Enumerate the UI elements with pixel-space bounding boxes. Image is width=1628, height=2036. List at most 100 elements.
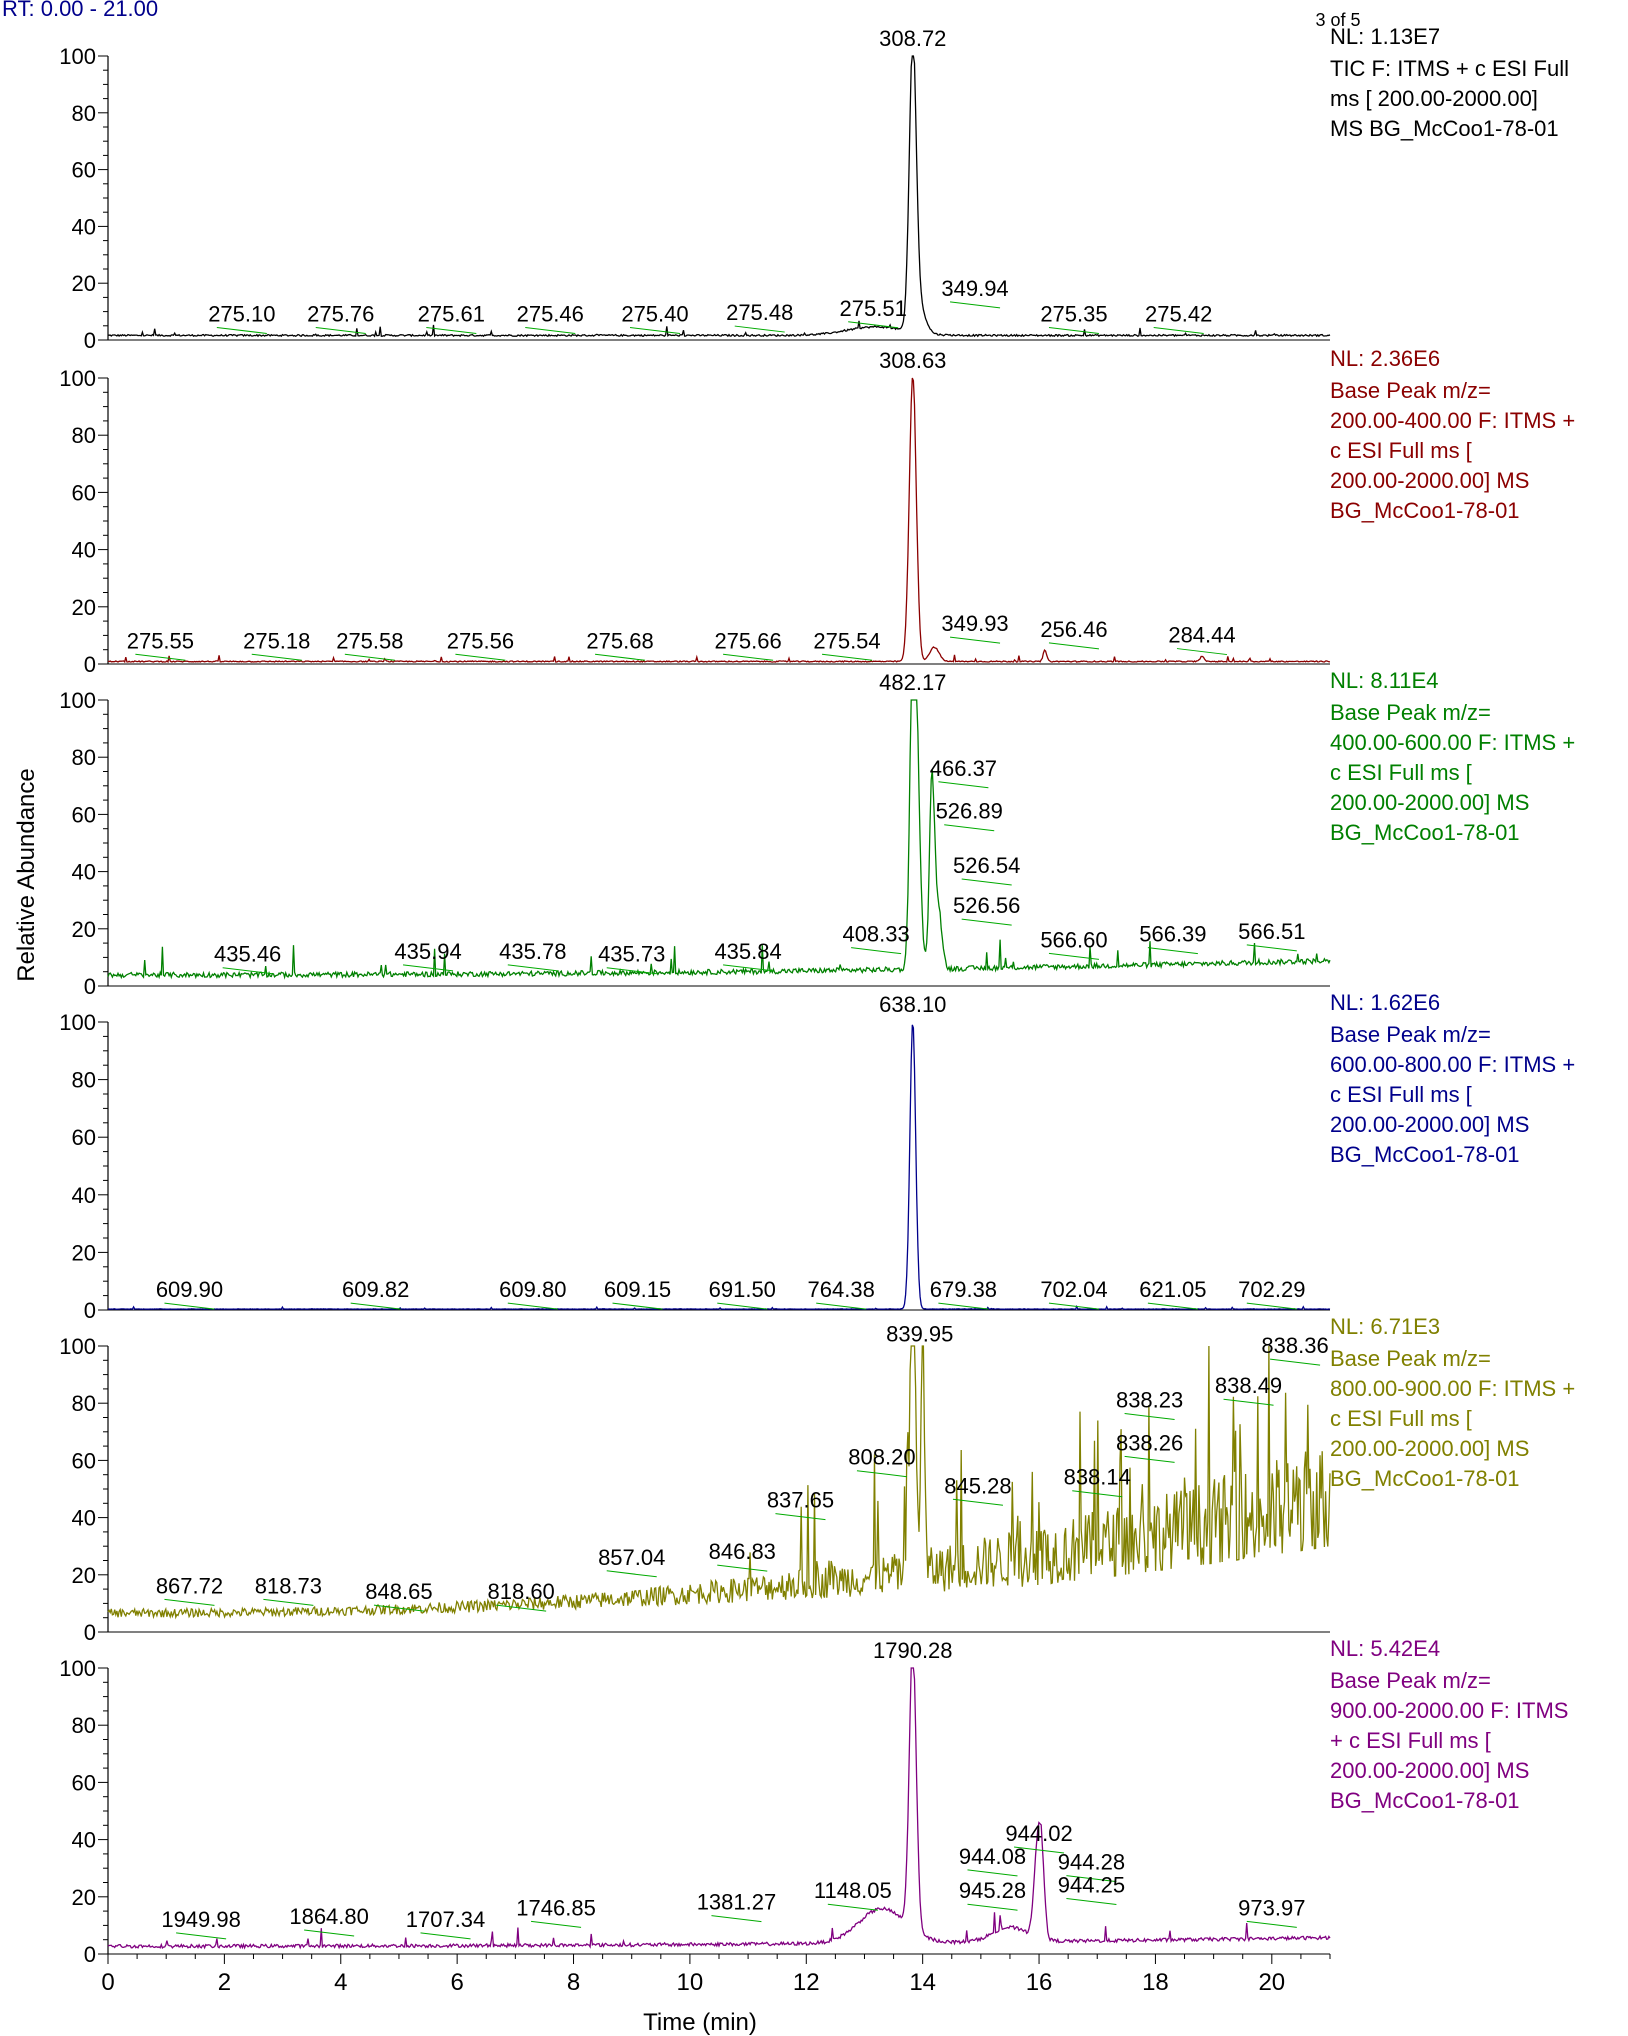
label-leader — [723, 653, 774, 661]
y-tick-label: 60 — [72, 158, 96, 183]
peak-label: 275.35 — [1040, 301, 1107, 326]
label-leader — [1124, 1455, 1175, 1463]
peak-label: 435.94 — [394, 939, 461, 964]
panel-legend-line: Base Peak m/z= — [1330, 1668, 1491, 1693]
label-leader — [1013, 1846, 1065, 1854]
y-tick-label: 0 — [84, 974, 96, 999]
panel-legend-line: ms [ 200.00-2000.00] — [1330, 86, 1538, 111]
label-leader — [595, 653, 646, 661]
peak-label: 308.63 — [879, 348, 946, 373]
panel-legend-line: 400.00-600.00 F: ITMS + — [1330, 730, 1575, 755]
panel-2: 0 20 40 60 80 100 275.55 275.18 275.58 275.56 275.… — [59, 346, 1575, 677]
y-tick-label: 20 — [72, 917, 96, 942]
peak-label: 275.66 — [714, 628, 781, 653]
nl-value: NL: 2.36E6 — [1330, 346, 1440, 371]
panel-legend-line: 600.00-800.00 F: ITMS + — [1330, 1052, 1575, 1077]
peak-label: 1381.27 — [697, 1890, 777, 1915]
peak-label: 482.17 — [879, 670, 946, 695]
label-leader — [1270, 1358, 1321, 1366]
peak-label: 638.10 — [879, 992, 946, 1017]
peak-label: 526.54 — [953, 853, 1020, 878]
nl-value: NL: 8.11E4 — [1330, 668, 1438, 693]
x-tick-label: 4 — [334, 1969, 347, 1996]
x-axis: 0 2 4 6 8 10 12 14 16 18 20 — [101, 1954, 1331, 1996]
peak-label: 308.72 — [879, 26, 946, 51]
y-tick-label: 20 — [72, 271, 96, 296]
x-tick-label: 14 — [909, 1969, 936, 1996]
peak-label: 275.54 — [813, 628, 880, 653]
label-leader — [967, 1869, 1018, 1877]
trace-line — [107, 1024, 1331, 1311]
label-leader — [1072, 1490, 1123, 1498]
peak-label: 566.39 — [1139, 922, 1206, 947]
peak-label: 275.48 — [726, 300, 793, 325]
peak-label: 1790.28 — [873, 1638, 953, 1663]
label-leader — [1124, 1413, 1175, 1420]
y-tick-label: 0 — [84, 1620, 96, 1645]
peak-label: 349.94 — [941, 276, 1008, 301]
panel-legend-line: BG_McCoo1-78-01 — [1330, 498, 1520, 523]
y-tick-label: 60 — [72, 802, 96, 827]
x-tick-label: 0 — [101, 1969, 114, 1996]
peak-label: 1746.85 — [516, 1895, 596, 1920]
peak-label: 1864.80 — [289, 1904, 369, 1929]
x-tick-label: 12 — [793, 1969, 820, 1996]
y-tick-label: 80 — [72, 1391, 96, 1416]
x-tick-label: 20 — [1258, 1969, 1285, 1996]
label-leader — [315, 326, 366, 334]
peak-label: 275.40 — [621, 301, 688, 326]
label-leader — [263, 1598, 314, 1606]
peak-label: 526.89 — [936, 799, 1003, 824]
label-leader — [606, 967, 657, 975]
x-tick-label: 8 — [567, 1969, 580, 1996]
peak-label: 691.50 — [709, 1277, 776, 1302]
label-leader — [455, 653, 506, 661]
label-leader — [1048, 642, 1100, 650]
peak-label: 275.61 — [418, 301, 485, 326]
peak-label: 945.28 — [959, 1878, 1026, 1903]
peak-label: 1707.34 — [406, 1907, 486, 1932]
label-leader — [420, 1932, 471, 1940]
peak-label: 609.15 — [604, 1277, 671, 1302]
label-leader — [944, 824, 995, 832]
label-leader — [507, 1302, 558, 1310]
panel-legend-line: + c ESI Full ms [ — [1330, 1728, 1491, 1753]
label-leader — [1176, 648, 1228, 656]
x-tick-label: 2 — [218, 1969, 231, 1996]
y-tick-label: 100 — [59, 1010, 96, 1035]
y-tick-label: 40 — [72, 1506, 96, 1531]
label-leader — [848, 321, 899, 329]
peak-label: 818.73 — [255, 1573, 322, 1598]
y-tick-label: 40 — [72, 1183, 96, 1208]
peak-label: 275.46 — [517, 301, 584, 326]
y-tick-label: 60 — [72, 1770, 96, 1795]
label-leader — [344, 653, 395, 661]
peak-label: 818.60 — [488, 1579, 555, 1604]
label-leader — [723, 964, 774, 972]
y-tick-label: 60 — [72, 1448, 96, 1473]
label-leader — [350, 1302, 401, 1310]
label-leader — [949, 301, 1001, 309]
y-tick-label: 80 — [72, 1068, 96, 1093]
peak-label: 435.78 — [499, 939, 566, 964]
label-leader — [525, 326, 576, 334]
trace-line — [107, 55, 1331, 338]
label-leader — [949, 636, 1001, 644]
label-leader — [1147, 947, 1198, 955]
peak-label: 435.84 — [714, 939, 781, 964]
label-leader — [629, 326, 681, 334]
y-tick-label: 80 — [72, 745, 96, 770]
panel-legend-line: 200.00-2000.00] MS — [1330, 1436, 1529, 1461]
y-tick-label: 20 — [72, 1885, 96, 1910]
label-leader — [1223, 1398, 1274, 1406]
panel-legend-line: c ESI Full ms [ — [1330, 438, 1472, 463]
label-leader — [1153, 326, 1204, 334]
panel-5: 0 20 40 60 80 100 867.72 818.73 848.65 818.60 857.… — [59, 1314, 1575, 1645]
panel-legend-line: BG_McCoo1-78-01 — [1330, 1466, 1520, 1491]
peak-label: 845.28 — [944, 1473, 1011, 1498]
label-leader — [717, 1564, 768, 1572]
label-leader — [961, 918, 1012, 926]
label-leader — [821, 653, 873, 661]
peak-label: 839.95 — [886, 1322, 953, 1347]
